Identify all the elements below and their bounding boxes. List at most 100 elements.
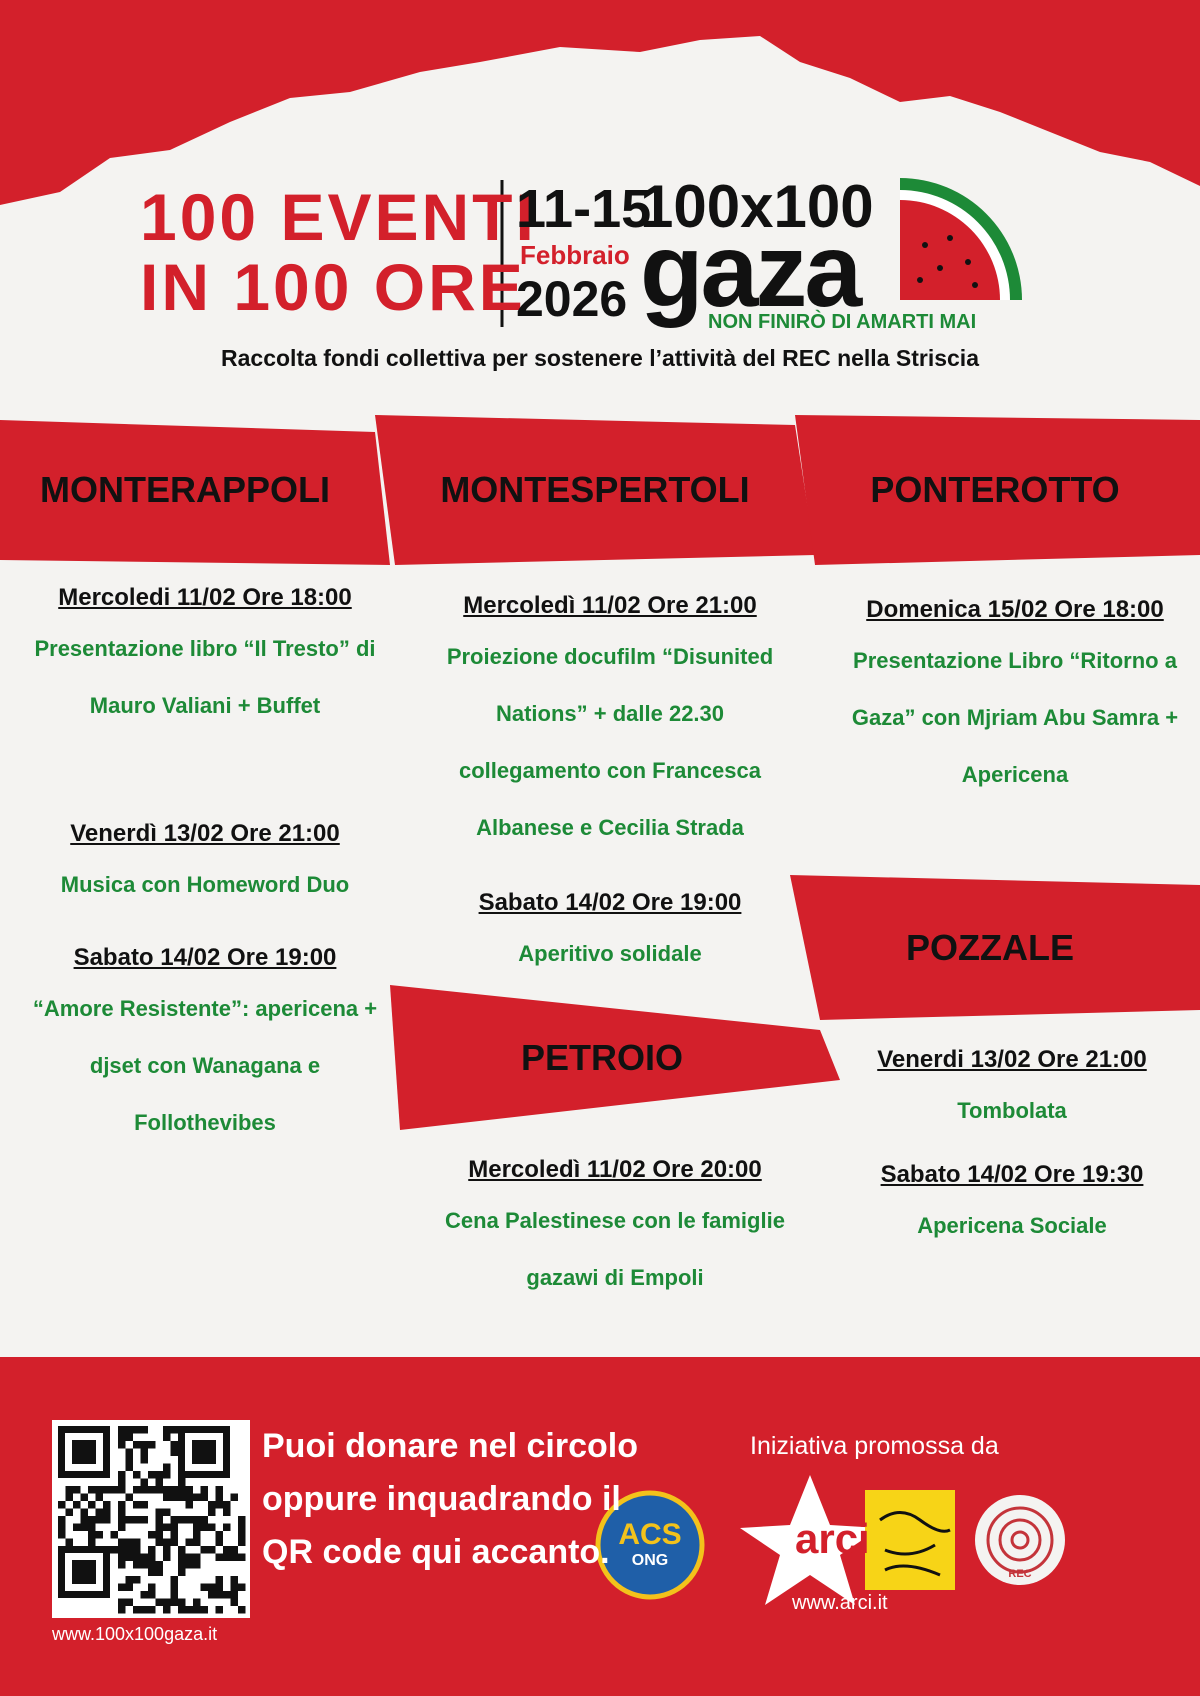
qr-module: [223, 1546, 231, 1554]
qr-module: [230, 1598, 238, 1606]
event-time: Venerdi 13/02 Ore 21:00: [877, 1046, 1147, 1073]
qr-module: [125, 1493, 133, 1501]
qr-module: [200, 1546, 208, 1554]
qr-module: [185, 1561, 193, 1569]
qr-module: [125, 1456, 133, 1464]
qr-module: [170, 1531, 178, 1539]
qr-module: [73, 1523, 81, 1531]
qr-module: [148, 1568, 156, 1576]
qr-module: [238, 1538, 246, 1546]
partner-website: www.arci.it: [792, 1592, 888, 1614]
qr-module: [215, 1576, 223, 1584]
qr-module: [200, 1523, 208, 1531]
qr-module: [170, 1538, 178, 1546]
qr-module: [155, 1478, 163, 1486]
qr-module: [223, 1523, 231, 1531]
qr-module: [148, 1561, 156, 1569]
qr-module: [118, 1606, 126, 1614]
qr-module: [185, 1501, 193, 1509]
qr-module: [118, 1598, 126, 1606]
qr-module: [215, 1493, 223, 1501]
banner: [390, 985, 840, 1130]
month: Febbraio: [520, 240, 630, 270]
watermelon-flesh: [900, 200, 1000, 300]
qr-module: [80, 1493, 88, 1501]
qr-module: [193, 1523, 201, 1531]
qr-module: [118, 1538, 126, 1546]
qr-module: [193, 1606, 201, 1614]
partner-logo-text: arci: [795, 1515, 870, 1562]
qr-module: [125, 1583, 133, 1591]
qr-module: [118, 1508, 126, 1516]
donate-text: Puoi donare nel circolo oppure inquadran…: [262, 1427, 638, 1571]
qr-module: [193, 1493, 201, 1501]
qr-module: [125, 1433, 133, 1441]
qr-module: [185, 1606, 193, 1614]
qr-module: [193, 1516, 201, 1524]
event-description: Presentazione Libro “Ritorno a Gaza” con…: [851, 648, 1179, 787]
event-time: Sabato 14/02 Ore 19:00: [73, 944, 337, 971]
qr-module: [178, 1516, 186, 1524]
qr-module: [125, 1426, 133, 1434]
rec-ring: [998, 1518, 1042, 1562]
qr-module: [125, 1598, 133, 1606]
qr-module: [148, 1546, 156, 1554]
qr-module: [133, 1441, 141, 1449]
qr-module: [178, 1561, 186, 1569]
qr-module: [118, 1553, 126, 1561]
qr-module: [230, 1493, 238, 1501]
qr-module: [200, 1606, 208, 1614]
qr-module: [163, 1433, 171, 1441]
qr-module: [88, 1538, 96, 1546]
qr-module: [118, 1523, 126, 1531]
logo-top: 100x100: [640, 173, 874, 240]
qr-module: [215, 1486, 223, 1494]
website: www.100x100gaza.it: [52, 1624, 218, 1644]
qr-module: [58, 1531, 66, 1539]
event-description: Cena Palestinese con le famiglie gazawi …: [445, 1208, 785, 1290]
qr-module: [65, 1486, 73, 1494]
qr-module: [238, 1531, 246, 1539]
qr-module: [133, 1561, 141, 1569]
qr-module: [170, 1493, 178, 1501]
qr-module: [65, 1508, 73, 1516]
qr-module: [118, 1516, 126, 1524]
qr-module: [208, 1508, 216, 1516]
qr-module: [133, 1486, 141, 1494]
qr-module: [155, 1538, 163, 1546]
qr-module: [110, 1486, 118, 1494]
qr-module: [193, 1538, 201, 1546]
qr-module: [215, 1606, 223, 1614]
qr-module: [73, 1486, 81, 1494]
qr-module: [140, 1426, 148, 1434]
qr-module: [170, 1598, 178, 1606]
qr-module: [238, 1553, 246, 1561]
event-description: Apericena Sociale: [917, 1213, 1107, 1238]
qr-module: [140, 1561, 148, 1569]
qr-module: [140, 1591, 148, 1599]
qr-module: [140, 1441, 148, 1449]
qr-module: [95, 1531, 103, 1539]
title-line: IN 100 ORE: [140, 250, 526, 324]
qr-module: [208, 1583, 216, 1591]
qr-module: [58, 1501, 66, 1509]
qr-module: [163, 1606, 171, 1614]
qr-module: [170, 1523, 178, 1531]
qr-module: [215, 1501, 223, 1509]
promoted-by: Iniziativa promossa da: [750, 1432, 999, 1460]
qr-module: [178, 1546, 186, 1554]
qr-module: [223, 1553, 231, 1561]
venue-name: PETROIO: [520, 1037, 684, 1078]
qr-module: [208, 1523, 216, 1531]
qr-module: [148, 1441, 156, 1449]
qr-module: [118, 1441, 126, 1449]
event-description: Aperitivo solidale: [518, 941, 702, 966]
qr-module: [185, 1538, 193, 1546]
qr-module: [155, 1561, 163, 1569]
qr-module: [133, 1426, 141, 1434]
qr-module: [110, 1546, 118, 1554]
qr-module: [155, 1531, 163, 1539]
qr-module: [140, 1456, 148, 1464]
qr-module: [148, 1606, 156, 1614]
qr-module: [133, 1516, 141, 1524]
